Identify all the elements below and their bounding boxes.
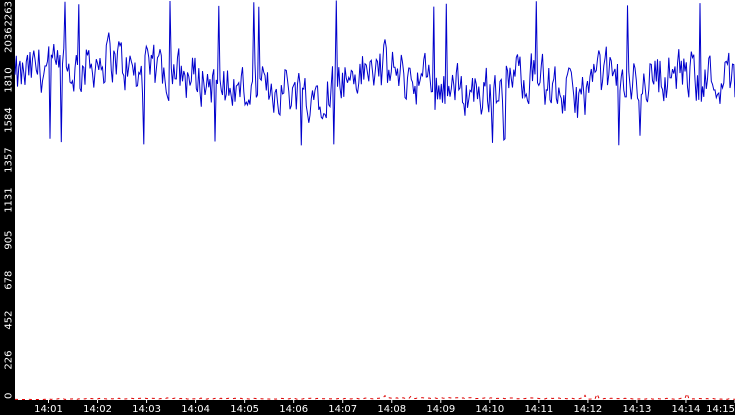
x-tick-label: 14:10 (475, 404, 504, 415)
x-tick-label: 14:12 (573, 404, 602, 415)
x-tick-label: 14:15 (706, 404, 735, 415)
y-axis-band (0, 0, 15, 415)
series-layer (14, 0, 735, 401)
x-tick-label: 14:11 (524, 404, 553, 415)
y-tick-label: 1810 (4, 67, 15, 92)
x-axis-ticks: 14:01 14:02 14:03 14:04 14:05 14:06 14:07 14:08… (34, 400, 735, 415)
x-tick-label: 14:07 (328, 404, 357, 415)
y-tick-label: 226 (4, 351, 15, 370)
x-tick-label: 14:02 (83, 404, 112, 415)
y-tick-label: 2263 (4, 1, 15, 26)
x-tick-label: 14:13 (623, 404, 652, 415)
y-tick-label: 1584 (4, 107, 15, 132)
series-line-secondary (15, 391, 735, 401)
y-tick-label: 1357 (4, 147, 15, 172)
y-tick-label: 2036 (4, 27, 15, 52)
series-line-primary (14, 0, 735, 146)
x-axis-band (0, 400, 735, 415)
y-tick-label: 678 (4, 271, 15, 290)
y-tick-label: 1131 (4, 187, 15, 212)
y-tick-label: 905 (4, 230, 15, 249)
x-tick-label: 14:05 (230, 404, 259, 415)
x-tick-label: 14:09 (426, 404, 455, 415)
x-tick-label: 14:06 (279, 404, 308, 415)
x-tick-label: 14:08 (377, 404, 406, 415)
x-tick-label: 14:04 (181, 404, 210, 415)
x-tick-label: 14:03 (132, 404, 161, 415)
x-tick-label: 14:01 (34, 404, 63, 415)
y-tick-label: 0 (4, 393, 15, 399)
y-tick-label: 452 (4, 311, 15, 330)
x-tick-label: 14:14 (672, 404, 701, 415)
